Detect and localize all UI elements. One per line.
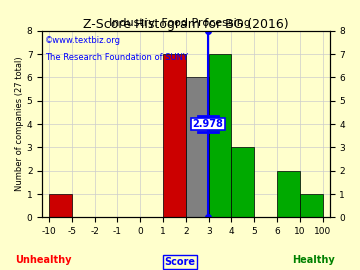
- Bar: [300, 194, 323, 217]
- Text: Industry: Food Processing: Industry: Food Processing: [109, 18, 251, 28]
- Text: Score: Score: [165, 257, 195, 267]
- Bar: [163, 54, 186, 217]
- Text: 2.978: 2.978: [193, 119, 224, 129]
- Bar: [277, 171, 300, 217]
- Bar: [209, 54, 231, 217]
- Bar: [49, 194, 72, 217]
- Text: Unhealthy: Unhealthy: [15, 255, 71, 265]
- Text: ©www.textbiz.org: ©www.textbiz.org: [45, 36, 121, 45]
- Bar: [231, 147, 254, 217]
- Title: Z-Score Histogram for BG (2016): Z-Score Histogram for BG (2016): [83, 18, 289, 31]
- Bar: [186, 77, 209, 217]
- Text: The Research Foundation of SUNY: The Research Foundation of SUNY: [45, 53, 188, 62]
- Y-axis label: Number of companies (27 total): Number of companies (27 total): [15, 57, 24, 191]
- Text: Healthy: Healthy: [292, 255, 334, 265]
